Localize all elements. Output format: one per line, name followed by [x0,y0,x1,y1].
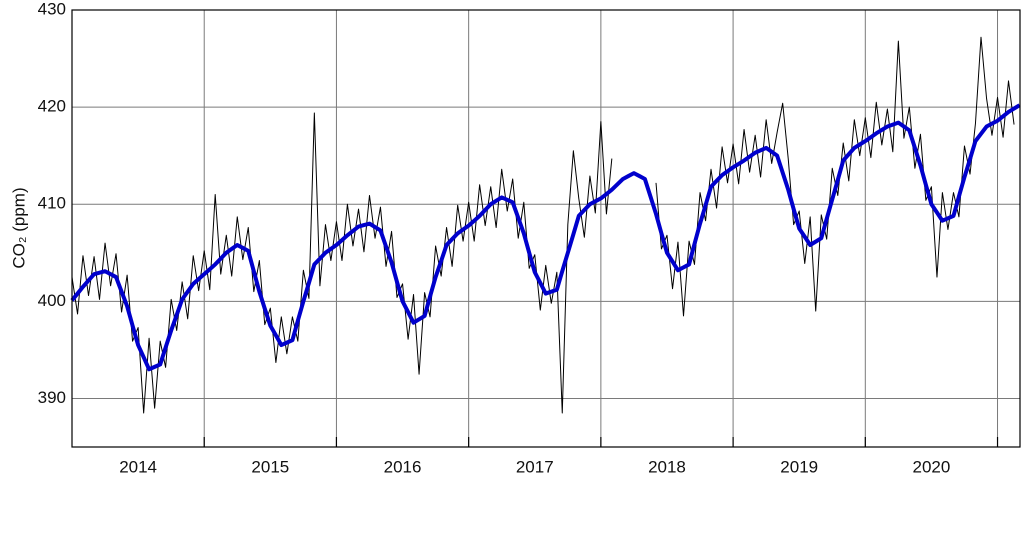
plot-frame [71,9,1021,448]
series-line [70,103,1021,372]
series-line [71,36,1015,414]
x-tick-label: 2015 [251,457,289,476]
x-tick-label: 2018 [648,457,686,476]
x-tick-label: 2019 [780,457,818,476]
x-tick-label: 2017 [516,457,554,476]
x-tick-label: 2016 [384,457,422,476]
x-tick-label: 2014 [119,457,157,476]
y-tick-label: 420 [38,97,66,116]
y-tick-label: 430 [38,0,66,18]
y-axis-label: CO₂ (ppm) [9,187,28,268]
y-tick-label: 390 [38,388,66,407]
y-tick-label: 400 [38,291,66,310]
y-tick-label: 410 [38,194,66,213]
x-tick-label: 2020 [913,457,951,476]
